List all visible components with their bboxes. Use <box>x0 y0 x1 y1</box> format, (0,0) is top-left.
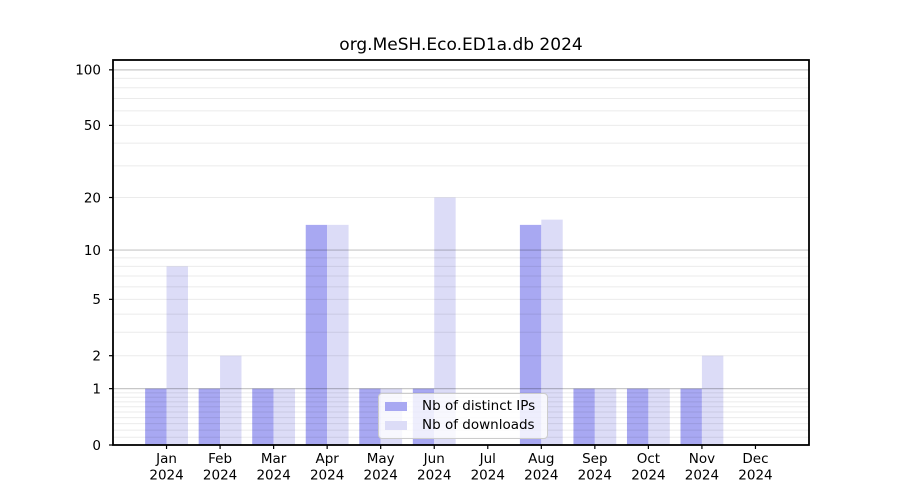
chart-title: org.MeSH.Eco.ED1a.db 2024 <box>339 35 583 55</box>
x-tick-label-apr: Apr 2024 <box>310 451 344 484</box>
legend-swatch-downloads-icon <box>385 421 407 430</box>
bar-nb-of-downloads-mar <box>273 388 296 445</box>
x-tick-label-aug: Aug 2024 <box>524 451 558 484</box>
legend: Nb of distinct IPs Nb of downloads <box>378 393 548 439</box>
bar-nb-of-distinct-ips-oct <box>626 388 649 445</box>
x-tick-label-may: May 2024 <box>364 451 398 484</box>
legend-item-distinct-ips: Nb of distinct IPs <box>385 398 539 415</box>
legend-item-downloads: Nb of downloads <box>385 417 539 434</box>
bar-series-nb-of-downloads <box>166 197 724 445</box>
y-tick-label-20: 20 <box>84 190 101 206</box>
x-tick-label-dec: Dec 2024 <box>738 451 772 484</box>
bar-nb-of-distinct-ips-apr <box>305 224 328 445</box>
y-tick-label-50: 50 <box>84 118 101 134</box>
bar-nb-of-distinct-ips-aug <box>519 224 542 445</box>
y-tick-label-0: 0 <box>92 438 101 454</box>
legend-label-distinct-ips: Nb of distinct IPs <box>422 398 536 414</box>
x-axis-ticks <box>165 445 757 449</box>
y-tick-label-10: 10 <box>84 243 101 259</box>
x-tick-label-sep: Sep 2024 <box>578 451 612 484</box>
bar-nb-of-distinct-ips-feb <box>198 388 221 445</box>
x-tick-label-jul: Jul 2024 <box>471 451 505 484</box>
bar-nb-of-downloads-sep <box>594 388 617 445</box>
bar-nb-of-distinct-ips-may <box>359 388 381 445</box>
bar-nb-of-downloads-apr <box>327 224 349 445</box>
x-tick-label-feb: Feb 2024 <box>203 451 237 484</box>
y-tick-label-1: 1 <box>92 381 101 397</box>
x-tick-label-jun: Jun 2024 <box>417 451 451 484</box>
plot-border <box>112 59 810 446</box>
bar-nb-of-downloads-nov <box>701 355 724 445</box>
x-axis-tick-labels: Jan 2024 Feb 2024 Mar 2024 Apr 2024 May 2024 Jun 20… <box>149 451 772 484</box>
bar-nb-of-downloads-jun <box>434 197 456 445</box>
bar-nb-of-distinct-ips-jan <box>145 388 167 445</box>
y-tick-label-2: 2 <box>92 349 101 365</box>
bar-nb-of-downloads-jan <box>166 266 188 445</box>
y-tick-label-100: 100 <box>75 63 101 79</box>
bar-nb-of-downloads-oct <box>648 388 670 445</box>
bar-nb-of-distinct-ips-sep <box>573 388 595 445</box>
y-tick-label-5: 5 <box>92 292 101 308</box>
y-axis-ticks <box>109 69 113 446</box>
y-axis-tick-labels: 0 1 2 5 10 20 50 100 <box>75 63 101 454</box>
bar-nb-of-distinct-ips-mar <box>252 388 274 445</box>
legend-label-downloads: Nb of downloads <box>422 417 535 433</box>
bar-nb-of-downloads-feb <box>220 355 242 445</box>
x-tick-label-oct: Oct 2024 <box>631 451 665 484</box>
grid-major-lines <box>113 69 809 390</box>
legend-swatch-distinct-ips-icon <box>385 402 407 411</box>
bar-nb-of-downloads-aug <box>541 219 563 445</box>
x-tick-label-jan: Jan 2024 <box>149 451 183 484</box>
bar-nb-of-distinct-ips-nov <box>680 388 702 445</box>
x-tick-label-mar: Mar 2024 <box>256 451 290 484</box>
x-tick-label-nov: Nov 2024 <box>685 451 719 484</box>
